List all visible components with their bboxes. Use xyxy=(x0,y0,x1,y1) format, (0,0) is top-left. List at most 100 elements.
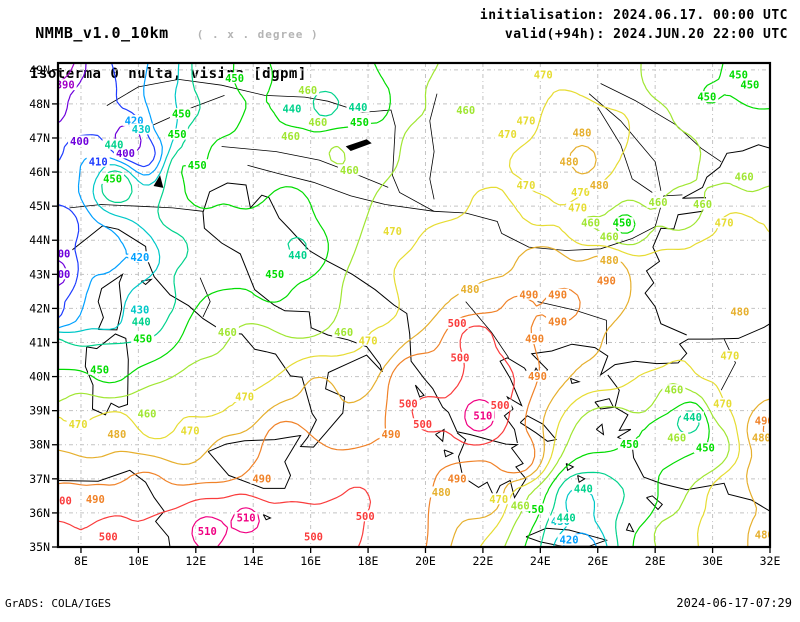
svg-text:460: 460 xyxy=(581,218,600,230)
svg-text:460: 460 xyxy=(281,131,300,143)
svg-text:500: 500 xyxy=(399,398,418,410)
svg-text:440: 440 xyxy=(557,513,576,525)
svg-text:41N: 41N xyxy=(29,335,50,349)
svg-text:490: 490 xyxy=(755,415,774,427)
svg-text:470: 470 xyxy=(516,115,535,127)
svg-text:460: 460 xyxy=(600,231,619,243)
svg-text:460: 460 xyxy=(693,199,712,211)
svg-text:450: 450 xyxy=(696,443,715,455)
svg-text:450: 450 xyxy=(265,269,284,281)
svg-text:450: 450 xyxy=(350,117,369,129)
svg-text:460: 460 xyxy=(456,105,475,117)
svg-text:450: 450 xyxy=(133,334,152,346)
svg-text:20E: 20E xyxy=(415,554,436,568)
svg-text:390: 390 xyxy=(56,80,75,92)
svg-text:18E: 18E xyxy=(358,554,379,568)
svg-text:400: 400 xyxy=(51,248,70,260)
svg-text:480: 480 xyxy=(600,255,619,267)
svg-text:26E: 26E xyxy=(587,554,608,568)
svg-text:44N: 44N xyxy=(29,233,50,247)
grads-credit: GrADS: COLA/IGES xyxy=(5,597,111,610)
svg-text:460: 460 xyxy=(340,165,359,177)
svg-text:440: 440 xyxy=(683,412,702,424)
svg-text:510: 510 xyxy=(473,410,492,422)
svg-text:460: 460 xyxy=(667,432,686,444)
svg-text:460: 460 xyxy=(218,327,237,339)
svg-text:480: 480 xyxy=(730,306,749,318)
svg-text:42N: 42N xyxy=(29,301,50,315)
svg-text:470: 470 xyxy=(359,335,378,347)
svg-text:46N: 46N xyxy=(29,165,50,179)
svg-text:490: 490 xyxy=(86,494,105,506)
svg-text:410: 410 xyxy=(89,156,108,168)
svg-text:36N: 36N xyxy=(29,506,50,520)
svg-text:450: 450 xyxy=(697,92,716,104)
svg-text:440: 440 xyxy=(574,484,593,496)
svg-text:14E: 14E xyxy=(243,554,264,568)
svg-text:500: 500 xyxy=(448,318,467,330)
svg-text:510: 510 xyxy=(237,513,256,525)
svg-text:440: 440 xyxy=(104,139,123,151)
svg-text:38N: 38N xyxy=(29,438,50,452)
svg-text:450: 450 xyxy=(172,109,191,121)
render-timestamp: 2024-06-17-07:29 xyxy=(676,596,792,610)
svg-text:440: 440 xyxy=(349,102,368,114)
svg-text:480: 480 xyxy=(572,127,591,139)
svg-text:470: 470 xyxy=(516,180,535,192)
svg-text:480: 480 xyxy=(755,530,774,542)
svg-text:460: 460 xyxy=(138,409,157,421)
svg-text:500: 500 xyxy=(413,419,432,431)
svg-text:8E: 8E xyxy=(74,554,88,568)
svg-text:420: 420 xyxy=(560,535,579,547)
svg-text:470: 470 xyxy=(720,351,739,363)
svg-text:470: 470 xyxy=(534,69,553,81)
svg-text:490: 490 xyxy=(548,289,567,301)
svg-text:490: 490 xyxy=(597,276,616,288)
svg-text:460: 460 xyxy=(308,117,327,129)
svg-text:450: 450 xyxy=(188,160,207,172)
svg-text:43N: 43N xyxy=(29,267,50,281)
svg-text:460: 460 xyxy=(334,327,353,339)
svg-text:460: 460 xyxy=(511,501,530,513)
valid-line: valid(+94h): 2024.JUN.20 22:00 UTC xyxy=(504,27,788,42)
svg-text:16E: 16E xyxy=(300,554,321,568)
svg-text:470: 470 xyxy=(383,226,402,238)
svg-text:460: 460 xyxy=(735,172,754,184)
svg-text:48N: 48N xyxy=(29,97,50,111)
svg-text:400: 400 xyxy=(116,148,135,160)
svg-text:470: 470 xyxy=(568,202,587,214)
svg-text:49N: 49N xyxy=(29,63,50,77)
svg-text:490: 490 xyxy=(252,473,271,485)
svg-text:420: 420 xyxy=(130,252,149,264)
svg-text:500: 500 xyxy=(53,495,72,507)
svg-text:430: 430 xyxy=(132,124,151,136)
svg-text:450: 450 xyxy=(225,73,244,85)
svg-text:500: 500 xyxy=(450,352,469,364)
svg-text:490: 490 xyxy=(528,371,547,383)
svg-text:490: 490 xyxy=(525,334,544,346)
svg-text:47N: 47N xyxy=(29,131,50,145)
svg-text:490: 490 xyxy=(448,473,467,485)
svg-text:28E: 28E xyxy=(645,554,666,568)
svg-text:460: 460 xyxy=(649,197,668,209)
svg-text:30E: 30E xyxy=(702,554,723,568)
svg-text:480: 480 xyxy=(460,284,479,296)
svg-text:480: 480 xyxy=(107,429,126,441)
svg-text:440: 440 xyxy=(288,250,307,262)
svg-text:400: 400 xyxy=(51,269,70,281)
svg-text:24E: 24E xyxy=(530,554,551,568)
svg-text:39N: 39N xyxy=(29,404,50,418)
svg-text:470: 470 xyxy=(235,392,254,404)
svg-text:35N: 35N xyxy=(29,540,50,554)
svg-text:470: 470 xyxy=(489,494,508,506)
svg-text:460: 460 xyxy=(664,385,683,397)
svg-text:470: 470 xyxy=(713,398,732,410)
svg-text:40N: 40N xyxy=(29,370,50,384)
svg-text:400: 400 xyxy=(70,136,89,148)
svg-text:450: 450 xyxy=(740,80,759,92)
svg-text:32E: 32E xyxy=(760,554,781,568)
svg-text:470: 470 xyxy=(69,419,88,431)
